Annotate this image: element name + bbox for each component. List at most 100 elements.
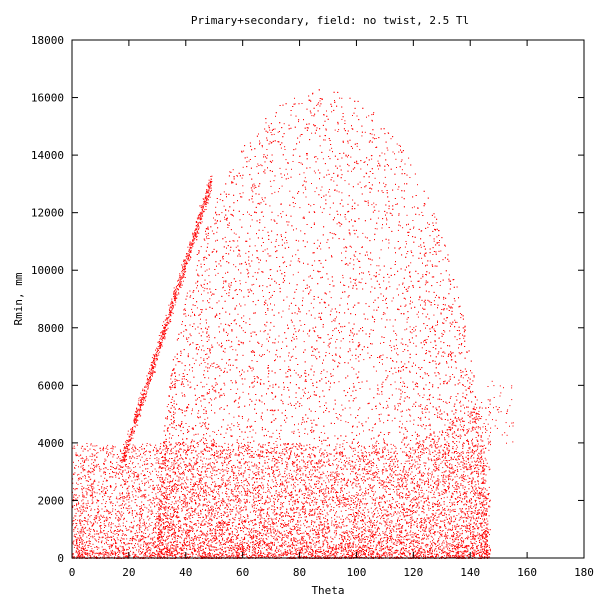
scatter-point xyxy=(405,471,407,473)
scatter-point xyxy=(234,488,236,490)
scatter-point xyxy=(411,548,413,550)
scatter-point xyxy=(283,520,284,521)
scatter-point xyxy=(112,508,114,510)
scatter-point xyxy=(387,459,389,460)
scatter-point xyxy=(481,550,483,552)
scatter-point xyxy=(131,472,133,474)
scatter-point xyxy=(489,534,490,536)
scatter-point xyxy=(320,546,322,548)
scatter-point xyxy=(123,500,125,502)
scatter-point xyxy=(286,452,288,454)
scatter-point xyxy=(118,523,120,525)
scatter-point xyxy=(254,482,255,484)
scatter-point xyxy=(205,540,207,542)
scatter-point xyxy=(471,511,473,513)
scatter-point xyxy=(307,464,309,466)
scatter-point xyxy=(360,449,362,451)
scatter-point xyxy=(373,485,375,487)
scatter-point xyxy=(460,454,462,456)
scatter-point xyxy=(80,505,82,507)
scatter-point xyxy=(474,490,475,492)
scatter-point xyxy=(344,555,346,557)
scatter-point xyxy=(170,522,172,524)
scatter-point xyxy=(396,494,398,496)
scatter-point xyxy=(205,517,207,519)
scatter-point xyxy=(210,471,211,473)
scatter-point xyxy=(139,551,141,552)
scatter-point xyxy=(260,514,262,516)
scatter-point xyxy=(480,534,482,536)
scatter-point xyxy=(458,542,460,544)
scatter-point xyxy=(148,494,150,496)
scatter-point xyxy=(486,498,488,500)
scatter-point xyxy=(179,530,181,532)
scatter-point xyxy=(131,514,133,516)
scatter-point xyxy=(104,458,106,460)
scatter-point xyxy=(196,530,198,532)
scatter-point xyxy=(431,552,433,554)
scatter-point xyxy=(114,468,116,469)
scatter-point xyxy=(105,493,106,494)
scatter-point xyxy=(159,463,161,465)
scatter-point xyxy=(377,472,379,474)
scatter-point xyxy=(336,494,337,496)
scatter-point xyxy=(274,506,275,508)
scatter-point xyxy=(385,556,387,558)
scatter-point xyxy=(348,491,350,493)
scatter-point xyxy=(261,503,263,504)
scatter-point xyxy=(406,444,408,446)
scatter-point xyxy=(328,523,329,525)
scatter-point xyxy=(406,454,408,455)
scatter-point xyxy=(314,456,316,458)
scatter-point xyxy=(389,540,390,542)
scatter-point xyxy=(276,525,278,527)
scatter-point xyxy=(308,542,310,544)
scatter-point xyxy=(466,524,468,526)
scatter-point xyxy=(136,475,138,477)
scatter-point xyxy=(151,532,153,534)
scatter-point xyxy=(168,521,169,523)
scatter-point xyxy=(301,543,303,545)
scatter-point xyxy=(353,499,354,501)
scatter-point xyxy=(178,488,179,490)
scatter-point xyxy=(451,556,453,558)
scatter-point xyxy=(171,507,173,509)
scatter-point xyxy=(270,529,272,531)
scatter-point xyxy=(408,495,410,497)
scatter-point xyxy=(108,511,110,513)
scatter-point xyxy=(307,526,309,528)
scatter-point xyxy=(146,555,148,557)
scatter-point xyxy=(160,453,162,454)
scatter-point xyxy=(336,497,338,499)
scatter-point xyxy=(125,503,127,505)
scatter-point xyxy=(324,518,326,519)
scatter-point xyxy=(143,537,145,539)
scatter-point xyxy=(377,512,379,514)
scatter-point xyxy=(133,474,135,476)
scatter-point xyxy=(368,551,369,553)
scatter-point xyxy=(357,552,359,554)
scatter-point xyxy=(86,505,88,507)
scatter-point xyxy=(280,503,282,505)
scatter-point xyxy=(321,473,323,475)
scatter-point xyxy=(118,516,119,518)
scatter-point xyxy=(449,499,451,501)
scatter-point xyxy=(138,478,140,480)
scatter-point xyxy=(164,540,166,542)
scatter-point xyxy=(244,527,246,529)
scatter-point xyxy=(199,549,201,551)
scatter-point xyxy=(376,448,378,450)
scatter-point xyxy=(196,496,198,498)
scatter-point xyxy=(189,525,191,527)
scatter-point xyxy=(352,455,354,457)
scatter-point xyxy=(327,492,329,494)
scatter-point xyxy=(149,510,151,512)
scatter-point xyxy=(335,547,337,549)
scatter-point xyxy=(155,526,157,528)
scatter-point xyxy=(288,525,290,527)
scatter-point xyxy=(403,516,405,518)
scatter-point xyxy=(489,442,491,444)
scatter-point xyxy=(248,544,250,546)
scatter-point xyxy=(443,497,445,499)
scatter-point xyxy=(216,461,218,463)
